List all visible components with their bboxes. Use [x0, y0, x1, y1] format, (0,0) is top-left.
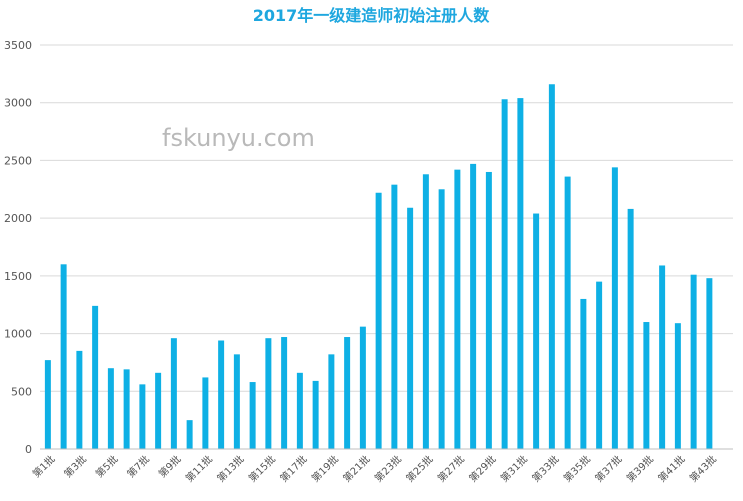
y-tick-label: 1500: [4, 270, 32, 283]
bar-第32批: [533, 213, 540, 449]
y-tick-label: 3500: [4, 39, 32, 52]
x-axis-ticks: 第1批 第3批 第5批 第7批 第9批 第11批 第13批 第15批 第17批 第19批 第21批第…: [30, 452, 719, 484]
x-tick-label: 第35批: [561, 452, 593, 484]
bar-第15批: [265, 338, 272, 449]
bar-第4批: [92, 305, 99, 449]
x-tick-label: 第11批: [183, 452, 215, 484]
bar-第28批: [470, 163, 477, 449]
bar-第6批: [123, 369, 130, 449]
bar-第26批: [438, 189, 445, 450]
x-tick-label: 第21批: [340, 452, 372, 484]
bar-第39批: [643, 322, 650, 449]
gridlines: [40, 44, 733, 392]
bar-第9批: [170, 338, 177, 449]
bar-第20批: [344, 337, 351, 449]
chart-title: 2017年一级建造师初始注册人数: [253, 6, 491, 25]
bar-第19批: [328, 354, 335, 449]
bars: [44, 84, 713, 450]
x-tick-label: 第15批: [246, 452, 278, 484]
x-tick-label: 第31批: [498, 452, 530, 484]
bar-第33批: [548, 84, 555, 449]
watermark-text: fskunyu.com: [162, 124, 315, 152]
bar-第1批: [44, 360, 51, 449]
bar-第37批: [611, 167, 618, 449]
bar-第3批: [76, 350, 83, 449]
bar-第29批: [485, 171, 492, 449]
bar-第22批: [375, 192, 382, 449]
x-tick-label: 第37批: [592, 452, 624, 484]
x-tick-label: 第23批: [372, 452, 404, 484]
bar-第41批: [674, 323, 681, 449]
x-tick-label: 第9批: [156, 452, 184, 480]
bar-第34批: [564, 176, 571, 449]
x-tick-label: 第33批: [529, 452, 561, 484]
x-tick-label: 第1批: [30, 452, 58, 480]
y-axis-ticks: 0 500 1000 1500 2000 2500 3000 3500: [4, 39, 32, 456]
y-tick-label: 1000: [4, 328, 32, 341]
x-tick-label: 第25批: [403, 452, 435, 484]
y-tick-label: 500: [11, 385, 32, 398]
y-tick-label: 2000: [4, 212, 32, 225]
x-tick-label: 第13批: [214, 452, 246, 484]
bar-第18批: [312, 380, 319, 449]
bar-第7批: [139, 384, 146, 449]
bar-第10批: [186, 420, 193, 449]
bar-第23批: [391, 184, 398, 450]
bar-第38批: [627, 208, 634, 449]
x-tick-label: 第43批: [687, 452, 719, 484]
y-tick-label: 2500: [4, 154, 32, 167]
bar-第25批: [422, 174, 429, 449]
bar-第36批: [596, 281, 603, 449]
x-tick-label: 第3批: [61, 452, 89, 480]
bar-第40批: [659, 265, 666, 449]
bar-第30批: [501, 99, 508, 449]
x-tick-label: 第27批: [435, 452, 467, 484]
bar-第8批: [155, 372, 162, 449]
bar-第31批: [517, 98, 524, 449]
bar-第21批: [359, 326, 366, 449]
x-tick-label: 第19批: [309, 452, 341, 484]
x-tick-label: 第5批: [93, 452, 121, 480]
x-tick-label: 第39批: [624, 452, 656, 484]
y-tick-label: 3000: [4, 97, 32, 110]
bar-第14批: [249, 382, 256, 449]
bar-第27批: [454, 169, 461, 449]
x-tick-label: 第17批: [277, 452, 309, 484]
x-tick-label: 第7批: [124, 452, 152, 480]
bar-第5批: [107, 368, 114, 449]
bar-第42批: [690, 274, 697, 449]
bar-第2批: [60, 264, 67, 449]
x-tick-label: 第41批: [655, 452, 687, 484]
bar-第43批: [706, 278, 713, 449]
bar-第24批: [407, 207, 414, 449]
bar-第16批: [281, 337, 288, 449]
x-tick-label: 第29批: [466, 452, 498, 484]
bar-第17批: [296, 372, 303, 449]
y-tick-label: 0: [25, 443, 32, 456]
bar-第12批: [218, 340, 225, 449]
bar-第35批: [580, 298, 587, 449]
bar-第13批: [233, 354, 240, 449]
bar-第11批: [202, 377, 209, 449]
